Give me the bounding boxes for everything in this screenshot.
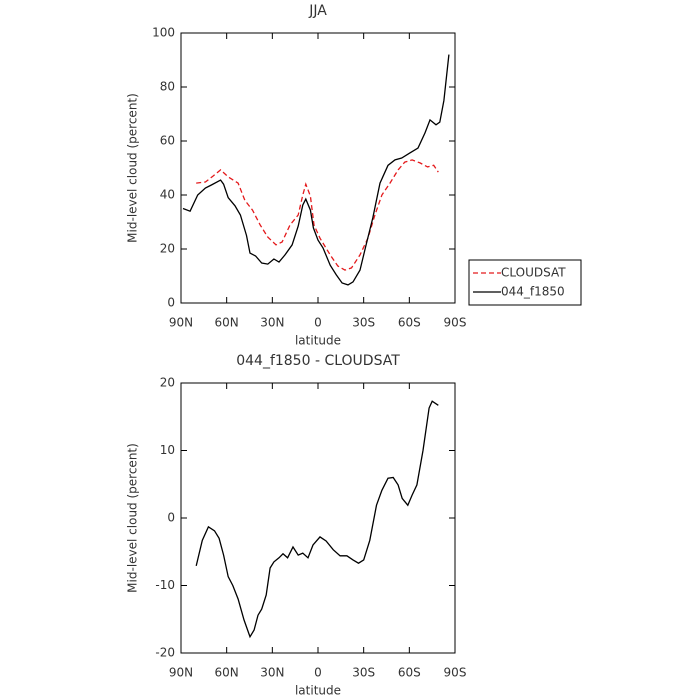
x-tick-label: 90N: [169, 666, 193, 680]
y-axis-label: Mid-level cloud (percent): [126, 93, 140, 243]
y-tick-label: 10: [160, 443, 175, 457]
y-axis-label: Mid-level cloud (percent): [126, 443, 140, 593]
plot-frame: [180, 32, 456, 304]
x-tick-label: 0: [314, 666, 322, 680]
series-line: [195, 400, 439, 639]
y-tick-label: -20: [155, 646, 175, 660]
x-tick-label: 30N: [260, 316, 284, 330]
x-axis-label: latitude: [295, 684, 341, 698]
chart-title: JJA: [308, 3, 327, 19]
y-tick-label: -10: [155, 578, 175, 592]
x-tick-label: 90N: [169, 316, 193, 330]
legend-label: CLOUDSAT: [501, 266, 566, 280]
plot-frame: [180, 382, 456, 654]
y-tick-label: 20: [160, 376, 175, 390]
x-tick-label: 90S: [444, 666, 467, 680]
x-axis-label: latitude: [295, 334, 341, 348]
series-line: [182, 54, 450, 286]
x-tick-label: 60N: [215, 666, 239, 680]
y-tick-label: 60: [160, 134, 175, 148]
series-line: [196, 159, 439, 271]
x-tick-label: 90S: [444, 316, 467, 330]
legend-box: [468, 259, 582, 306]
y-tick-label: 0: [167, 296, 175, 310]
x-tick-label: 0: [314, 316, 322, 330]
x-tick-label: 30S: [352, 316, 375, 330]
y-tick-label: 80: [160, 80, 175, 94]
x-tick-label: 30N: [260, 666, 284, 680]
legend-label: 044_f1850: [501, 285, 565, 299]
y-tick-label: 40: [160, 188, 175, 202]
chart-title: 044_f1850 - CLOUDSAT: [236, 353, 400, 369]
x-tick-label: 30S: [352, 666, 375, 680]
y-tick-label: 0: [167, 511, 175, 525]
x-tick-label: 60S: [398, 316, 421, 330]
x-tick-label: 60N: [215, 316, 239, 330]
y-tick-label: 20: [160, 242, 175, 256]
x-tick-label: 60S: [398, 666, 421, 680]
y-tick-label: 100: [152, 26, 175, 40]
